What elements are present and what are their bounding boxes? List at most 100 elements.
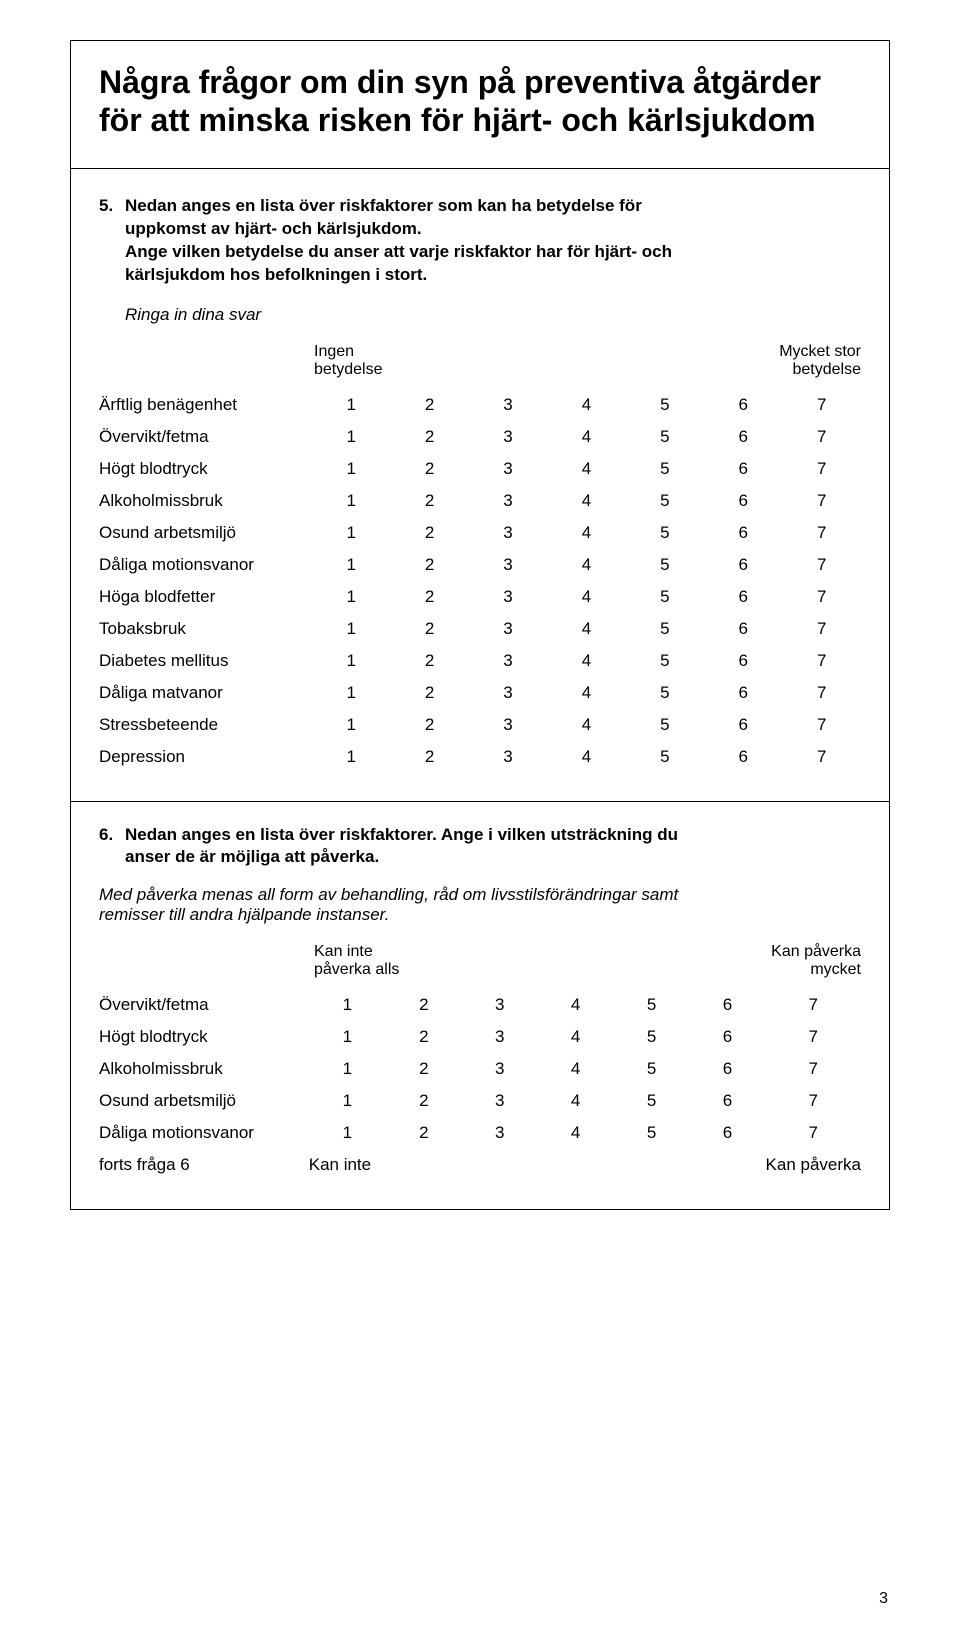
scale-value[interactable]: 2 <box>390 709 468 741</box>
scale-value[interactable]: 1 <box>312 581 390 613</box>
scale-value[interactable]: 5 <box>626 517 704 549</box>
scale-value[interactable]: 6 <box>704 709 782 741</box>
scale-value[interactable]: 4 <box>547 613 625 645</box>
scale-value[interactable]: 5 <box>614 1085 690 1117</box>
scale-value[interactable]: 3 <box>469 549 547 581</box>
scale-value[interactable]: 6 <box>704 517 782 549</box>
scale-value[interactable]: 5 <box>614 1117 690 1149</box>
scale-value[interactable]: 2 <box>390 677 468 709</box>
scale-value[interactable]: 7 <box>783 613 862 645</box>
scale-value[interactable]: 2 <box>390 389 468 421</box>
scale-value[interactable]: 3 <box>462 1085 538 1117</box>
scale-value[interactable]: 1 <box>312 741 390 773</box>
scale-value[interactable]: 7 <box>765 1085 861 1117</box>
scale-value[interactable]: 7 <box>765 989 861 1021</box>
scale-value[interactable]: 4 <box>547 421 625 453</box>
scale-value[interactable]: 2 <box>386 1085 462 1117</box>
scale-value[interactable]: 4 <box>547 741 625 773</box>
scale-value[interactable]: 1 <box>309 1117 386 1149</box>
scale-value[interactable]: 6 <box>704 549 782 581</box>
scale-value[interactable]: 6 <box>690 1053 766 1085</box>
scale-value[interactable]: 1 <box>312 389 390 421</box>
scale-value[interactable]: 4 <box>547 581 625 613</box>
scale-value[interactable]: 1 <box>309 1021 386 1053</box>
scale-value[interactable]: 3 <box>469 741 547 773</box>
scale-value[interactable]: 1 <box>312 421 390 453</box>
scale-value[interactable]: 5 <box>626 549 704 581</box>
scale-value[interactable]: 2 <box>390 485 468 517</box>
scale-value[interactable]: 3 <box>469 421 547 453</box>
scale-value[interactable]: 3 <box>462 989 538 1021</box>
scale-value[interactable]: 7 <box>783 453 862 485</box>
scale-value[interactable]: 2 <box>390 453 468 485</box>
scale-value[interactable]: 1 <box>312 613 390 645</box>
scale-value[interactable]: 4 <box>547 517 625 549</box>
scale-value[interactable]: 2 <box>390 581 468 613</box>
scale-value[interactable]: 6 <box>704 421 782 453</box>
scale-value[interactable]: 2 <box>390 613 468 645</box>
scale-value[interactable]: 5 <box>626 709 704 741</box>
scale-value[interactable]: 4 <box>547 485 625 517</box>
scale-value[interactable]: 5 <box>626 613 704 645</box>
scale-value[interactable]: 1 <box>309 1053 386 1085</box>
scale-value[interactable]: 4 <box>547 677 625 709</box>
scale-value[interactable]: 2 <box>386 1053 462 1085</box>
scale-value[interactable]: 6 <box>690 989 766 1021</box>
scale-value[interactable]: 1 <box>309 989 386 1021</box>
scale-value[interactable]: 1 <box>312 517 390 549</box>
scale-value[interactable]: 7 <box>783 645 862 677</box>
scale-value[interactable]: 7 <box>783 709 862 741</box>
scale-value[interactable]: 7 <box>783 421 862 453</box>
scale-value[interactable]: 4 <box>547 645 625 677</box>
scale-value[interactable]: 4 <box>538 989 614 1021</box>
scale-value[interactable]: 5 <box>626 677 704 709</box>
scale-value[interactable]: 2 <box>386 989 462 1021</box>
scale-value[interactable]: 4 <box>538 1053 614 1085</box>
scale-value[interactable]: 1 <box>312 677 390 709</box>
scale-value[interactable]: 7 <box>783 517 862 549</box>
scale-value[interactable]: 6 <box>704 645 782 677</box>
scale-value[interactable]: 5 <box>614 1053 690 1085</box>
scale-value[interactable]: 6 <box>704 677 782 709</box>
scale-value[interactable]: 4 <box>547 549 625 581</box>
scale-value[interactable]: 1 <box>312 709 390 741</box>
scale-value[interactable]: 7 <box>765 1021 861 1053</box>
scale-value[interactable]: 6 <box>704 741 782 773</box>
scale-value[interactable]: 6 <box>704 613 782 645</box>
scale-value[interactable]: 1 <box>309 1085 386 1117</box>
scale-value[interactable]: 7 <box>783 581 862 613</box>
scale-value[interactable]: 5 <box>626 485 704 517</box>
scale-value[interactable]: 4 <box>547 453 625 485</box>
scale-value[interactable]: 2 <box>390 645 468 677</box>
scale-value[interactable]: 4 <box>538 1021 614 1053</box>
scale-value[interactable]: 4 <box>547 709 625 741</box>
scale-value[interactable]: 2 <box>390 517 468 549</box>
scale-value[interactable]: 2 <box>390 741 468 773</box>
scale-value[interactable]: 7 <box>783 677 862 709</box>
scale-value[interactable]: 5 <box>614 989 690 1021</box>
scale-value[interactable]: 1 <box>312 453 390 485</box>
scale-value[interactable]: 7 <box>783 549 862 581</box>
scale-value[interactable]: 5 <box>626 421 704 453</box>
scale-value[interactable]: 3 <box>469 677 547 709</box>
scale-value[interactable]: 7 <box>765 1117 861 1149</box>
scale-value[interactable]: 3 <box>469 517 547 549</box>
scale-value[interactable]: 3 <box>462 1021 538 1053</box>
scale-value[interactable]: 6 <box>690 1085 766 1117</box>
scale-value[interactable]: 3 <box>469 581 547 613</box>
scale-value[interactable]: 1 <box>312 485 390 517</box>
scale-value[interactable]: 7 <box>783 389 862 421</box>
scale-value[interactable]: 4 <box>538 1085 614 1117</box>
scale-value[interactable]: 6 <box>690 1021 766 1053</box>
scale-value[interactable]: 2 <box>390 549 468 581</box>
scale-value[interactable]: 6 <box>704 581 782 613</box>
scale-value[interactable]: 1 <box>312 645 390 677</box>
scale-value[interactable]: 3 <box>469 453 547 485</box>
scale-value[interactable]: 7 <box>783 741 862 773</box>
scale-value[interactable]: 3 <box>469 389 547 421</box>
scale-value[interactable]: 5 <box>626 645 704 677</box>
scale-value[interactable]: 3 <box>469 613 547 645</box>
scale-value[interactable]: 6 <box>690 1117 766 1149</box>
scale-value[interactable]: 1 <box>312 549 390 581</box>
scale-value[interactable]: 5 <box>626 741 704 773</box>
